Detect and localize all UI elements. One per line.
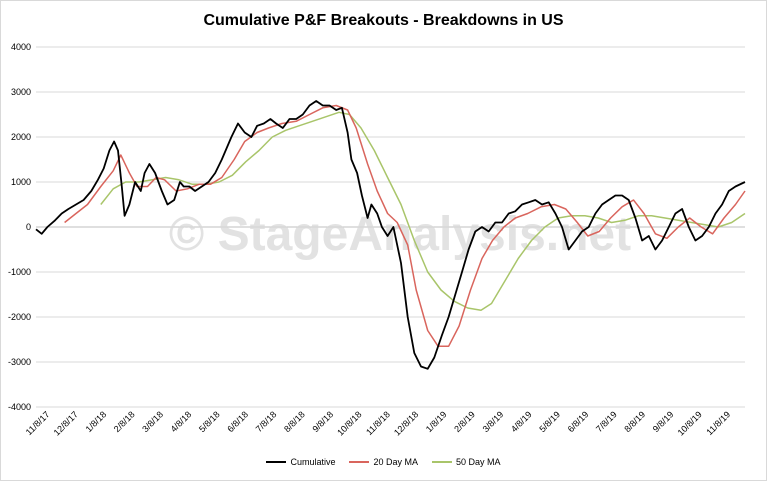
chart-title: Cumulative P&F Breakouts - Breakdowns in… bbox=[203, 12, 564, 29]
legend-swatch bbox=[266, 461, 287, 463]
x-tick-label: 4/8/19 bbox=[509, 409, 534, 434]
x-axis-tick-labels: 11/8/17 12/8/17 1/8/18 2/8/18 3/8/18 4/8/18 5/… bbox=[24, 409, 732, 437]
legend: Cumulative 20 Day MA 50 Day MA bbox=[0, 457, 767, 467]
y-tick-label: -3000 bbox=[8, 357, 31, 367]
x-tick-label: 5/8/19 bbox=[537, 409, 562, 434]
legend-swatch bbox=[432, 461, 453, 463]
y-tick-label: -2000 bbox=[8, 312, 31, 322]
x-tick-label: 12/8/18 bbox=[392, 409, 420, 437]
x-tick-label: 8/8/19 bbox=[622, 409, 647, 434]
x-tick-label: 5/8/18 bbox=[197, 409, 222, 434]
legend-item: Cumulative bbox=[266, 457, 335, 467]
x-tick-label: 9/8/19 bbox=[651, 409, 676, 434]
x-tick-label: 2/8/19 bbox=[452, 409, 477, 434]
x-tick-label: 10/8/18 bbox=[335, 409, 363, 437]
y-tick-label: -4000 bbox=[8, 402, 31, 412]
x-tick-label: 1/8/18 bbox=[84, 409, 109, 434]
x-tick-label: 9/8/18 bbox=[310, 409, 335, 434]
series-line-cumulative bbox=[35, 100, 746, 370]
y-axis-tick-labels: 4000 3000 2000 1000 0 -1000 -2000 -3000 -4000 bbox=[8, 42, 31, 412]
watermark: © StageAnalysis.net bbox=[169, 208, 631, 261]
x-tick-label: 6/8/19 bbox=[566, 409, 591, 434]
series-line-20-day-ma bbox=[64, 104, 746, 348]
y-tick-label: 2000 bbox=[11, 132, 31, 142]
gridlines bbox=[36, 46, 745, 408]
y-tick-label: 4000 bbox=[11, 42, 31, 52]
legend-label: Cumulative bbox=[290, 457, 336, 467]
legend-label: 20 Day MA bbox=[373, 457, 419, 467]
x-tick-label: 8/8/18 bbox=[282, 409, 307, 434]
y-tick-label: 1000 bbox=[11, 177, 31, 187]
x-tick-label: 2/8/18 bbox=[112, 409, 137, 434]
legend-item: 50 Day MA bbox=[432, 457, 501, 467]
y-tick-label: 3000 bbox=[11, 87, 31, 97]
x-tick-label: 11/8/19 bbox=[704, 409, 732, 437]
x-tick-label: 4/8/18 bbox=[169, 409, 194, 434]
x-tick-label: 6/8/18 bbox=[225, 409, 250, 434]
x-tick-label: 3/8/19 bbox=[481, 409, 506, 434]
x-tick-label: 7/8/19 bbox=[594, 409, 619, 434]
x-tick-label: 1/8/19 bbox=[424, 409, 449, 434]
x-tick-label: 11/8/17 bbox=[24, 409, 52, 437]
series-lines bbox=[35, 100, 746, 370]
y-tick-label: -1000 bbox=[8, 267, 31, 277]
x-tick-label: 12/8/17 bbox=[52, 409, 80, 437]
legend-label: 50 Day MA bbox=[456, 457, 501, 467]
legend-swatch bbox=[349, 461, 370, 463]
legend-item: 20 Day MA bbox=[349, 457, 418, 467]
y-tick-label: 0 bbox=[26, 222, 31, 232]
x-tick-label: 3/8/18 bbox=[140, 409, 165, 434]
x-tick-label: 10/8/19 bbox=[676, 409, 704, 437]
x-tick-label: 11/8/18 bbox=[364, 409, 392, 437]
x-tick-label: 7/8/18 bbox=[254, 409, 279, 434]
